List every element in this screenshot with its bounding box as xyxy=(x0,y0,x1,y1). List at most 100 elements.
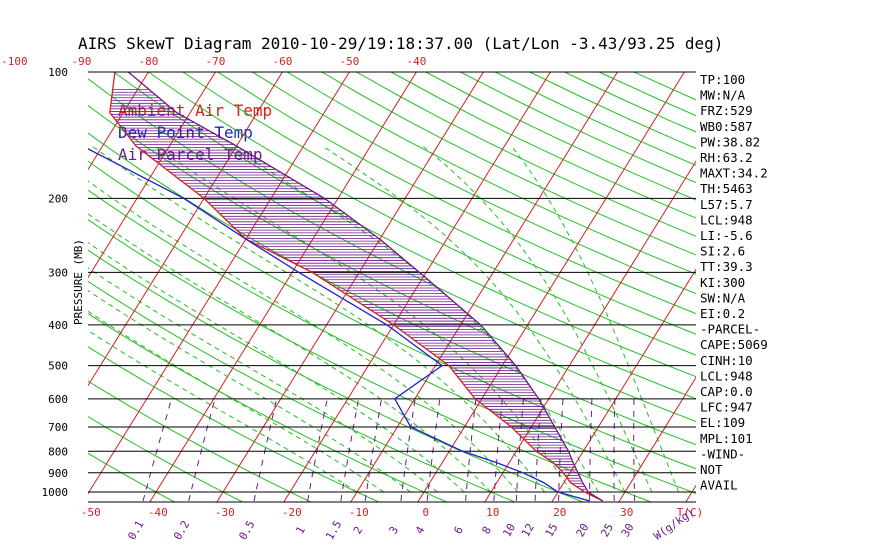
index-value-14: SW:N/A xyxy=(700,290,746,305)
mixing-ratio-label: 0.5 xyxy=(236,518,257,542)
pressure-tick-label: 700 xyxy=(48,421,68,434)
index-value-18: CINH:10 xyxy=(700,353,753,368)
mixing-ratio-label: 25 xyxy=(598,521,616,539)
index-value-2: FRZ:529 xyxy=(700,103,753,118)
index-value-5: RH:63.2 xyxy=(700,150,753,165)
isotherm xyxy=(149,72,417,502)
bottom-temp-tick-label: -10 xyxy=(349,506,369,519)
index-value-6: MAXT:34.2 xyxy=(700,166,768,181)
mixing-ratio-line xyxy=(558,398,564,501)
pressure-tick-label: 100 xyxy=(48,66,68,79)
isotherm xyxy=(551,268,696,502)
moist-adiabat xyxy=(510,145,680,493)
mixing-ratio-label: 8 xyxy=(479,524,494,536)
mixing-ratio-line xyxy=(364,398,383,501)
bottom-temp-tick-label: 20 xyxy=(553,506,566,519)
mixing-ratio-label: 4 xyxy=(413,524,428,537)
mixing-ratio-label: 6 xyxy=(451,524,466,536)
dry-adiabat xyxy=(88,78,696,400)
pressure-tick-label: 1000 xyxy=(42,486,69,499)
index-value-26: AVAIL xyxy=(700,478,738,493)
index-value-22: EL:109 xyxy=(700,415,745,430)
index-value-13: KI:300 xyxy=(700,275,745,290)
mixing-ratio-line xyxy=(515,398,524,501)
isotherm xyxy=(820,60,870,502)
series-line-dew-point-temp xyxy=(88,148,590,502)
index-value-25: NOT xyxy=(700,462,723,477)
mixing-ratio-line xyxy=(188,398,216,502)
moist-adiabat xyxy=(88,267,438,493)
bottom-temp-tick-label: 0 xyxy=(422,506,429,519)
isotherm xyxy=(0,60,22,502)
dry-adiabat xyxy=(148,72,696,356)
pressure-tick-label: 600 xyxy=(48,393,68,406)
pressure-tick-label: 900 xyxy=(48,467,68,480)
index-value-12: TT:39.3 xyxy=(700,259,753,274)
isotherm xyxy=(618,376,696,502)
top-temp-tick-label: -50 xyxy=(339,55,359,68)
isotherm xyxy=(88,72,216,279)
mixing-ratio-label: 1 xyxy=(293,524,308,536)
mixing-ratio-label: 1.5 xyxy=(323,518,344,542)
top-temp-tick-label: -90 xyxy=(71,55,91,68)
mixing-ratio-label: 2 xyxy=(351,524,366,536)
index-value-20: CAP:0.0 xyxy=(700,384,753,399)
mixing-ratio-label: 3 xyxy=(387,524,402,536)
y-axis-label: PRESSURE (MB) xyxy=(72,239,85,325)
isotherm xyxy=(88,72,149,171)
index-value-17: CAPE:5069 xyxy=(700,337,768,352)
dry-adiabat xyxy=(321,72,696,256)
moist-adiabat xyxy=(322,145,626,493)
index-value-3: WB0:587 xyxy=(700,119,753,134)
mixing-ratio-line xyxy=(426,398,441,501)
mixing-ratio-line xyxy=(400,398,416,501)
pressure-tick-label: 200 xyxy=(48,192,68,205)
top-temp-tick-label: -60 xyxy=(272,55,292,68)
pressure-tick-label: 400 xyxy=(48,319,68,332)
index-value-7: TH:5463 xyxy=(700,181,753,196)
mixing-ratio-label: 20 xyxy=(574,521,592,539)
mixing-ratio-label: 15 xyxy=(543,521,561,539)
series-line-air-parcel-temp xyxy=(127,72,604,502)
series-line-ambient-air-temp xyxy=(109,72,603,502)
index-value-4: PW:38.82 xyxy=(700,134,760,149)
moist-adiabat xyxy=(88,241,465,493)
index-value-0: TP:100 xyxy=(700,72,745,87)
mixing-ratio-line xyxy=(534,398,542,501)
top-temp-tick-label: -100 xyxy=(1,55,28,68)
index-value-9: LCL:948 xyxy=(700,212,753,227)
top-temp-tick-label: -40 xyxy=(406,55,426,68)
dry-adiabat xyxy=(88,160,696,470)
bottom-temp-tick-label: -40 xyxy=(148,506,168,519)
top-temp-tick-label: -70 xyxy=(205,55,225,68)
mixing-ratio-line xyxy=(493,398,503,501)
mixing-ratio-line xyxy=(613,398,616,501)
mixing-ratio-label: 0.2 xyxy=(171,518,192,542)
moist-adiabat xyxy=(88,180,519,493)
moist-adiabat xyxy=(91,145,545,493)
moist-adiabat xyxy=(422,145,653,493)
index-value-23: MPL:101 xyxy=(700,431,753,446)
bottom-temp-tick-label: -20 xyxy=(282,506,302,519)
isotherm xyxy=(753,60,870,502)
moist-adiabat xyxy=(153,145,572,493)
pressure-tick-label: 800 xyxy=(48,445,68,458)
isotherm xyxy=(417,72,685,502)
dry-adiabat xyxy=(182,72,696,335)
mixing-ratio-label: 12 xyxy=(519,521,537,539)
isotherm xyxy=(88,72,283,387)
isotherm xyxy=(283,72,551,502)
index-value-8: L57:5.7 xyxy=(700,197,753,212)
bottom-temp-tick-label: 10 xyxy=(486,506,499,519)
index-value-10: LI:-5.6 xyxy=(700,228,753,243)
index-value-24: -WIND- xyxy=(700,446,745,461)
mixing-ratio-line xyxy=(307,398,328,501)
mixing-ratio-line xyxy=(253,398,278,502)
top-temp-tick-label: -80 xyxy=(138,55,158,68)
moist-adiabat xyxy=(230,145,599,493)
moist-adiabat xyxy=(88,290,411,493)
index-value-16: -PARCEL- xyxy=(700,322,760,337)
index-value-19: LCL:948 xyxy=(700,368,753,383)
mixing-ratio-line xyxy=(589,398,593,501)
moist-adiabat xyxy=(88,213,492,493)
